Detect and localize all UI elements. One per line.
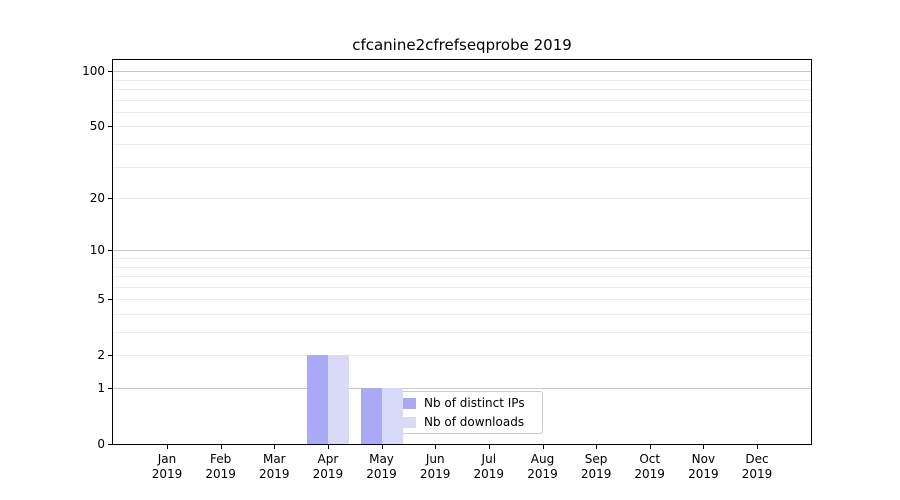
minor-gridline	[113, 299, 811, 301]
x-tick-year-label: 2019	[205, 467, 236, 481]
x-tick-year-label: 2019	[527, 467, 558, 481]
plot-area: Nb of distinct IPs Nb of downloads	[112, 59, 812, 445]
x-tick-month-label: Jul	[481, 452, 497, 466]
major-gridline	[113, 71, 811, 73]
y-tick-mark	[108, 355, 113, 357]
minor-gridline	[113, 198, 811, 200]
minor-gridline	[113, 144, 811, 145]
minor-gridline	[113, 79, 811, 81]
x-tick-month-label: Apr	[317, 452, 339, 466]
x-tick-year-label: 2019	[312, 467, 344, 481]
y-tick-label: 1	[97, 381, 105, 395]
bar-distinct-ips-apr	[306, 355, 328, 444]
x-tick-month-label: Sep	[584, 452, 608, 466]
y-tick-mark	[108, 388, 113, 389]
legend-item-label: Nb of downloads	[424, 415, 525, 429]
x-tick-mark	[274, 445, 276, 449]
y-tick-mark	[108, 198, 113, 200]
x-tick-label: Mar 2019	[242, 452, 306, 482]
x-tick-year-label: 2019	[580, 467, 612, 481]
x-tick-label: Jan 2019	[135, 452, 199, 482]
x-tick-month-label: May	[369, 452, 394, 466]
x-tick-month-label: Feb	[209, 452, 232, 466]
x-tick-label: Aug 2019	[511, 452, 575, 482]
x-tick-label: Sep 2019	[564, 452, 628, 482]
legend-item: Nb of downloads	[389, 415, 534, 429]
x-tick-label: Oct 2019	[618, 452, 682, 482]
y-tick-mark	[108, 299, 113, 301]
bar-downloads-apr	[327, 355, 349, 444]
bar-distinct-ips-may	[360, 388, 382, 444]
y-tick-mark	[108, 444, 113, 445]
minor-gridline	[113, 126, 811, 128]
minor-gridline	[113, 332, 811, 333]
x-tick-mark	[649, 445, 651, 449]
major-gridline	[113, 388, 811, 389]
y-tick-label: 100	[82, 64, 105, 79]
y-tick-label: 50	[89, 119, 105, 134]
x-tick-label: Jul 2019	[457, 452, 521, 482]
x-tick-label: Jun 2019	[403, 452, 467, 482]
x-tick-mark	[703, 445, 705, 449]
minor-gridline	[113, 314, 811, 315]
bar-layer	[113, 60, 811, 444]
y-tick-mark	[108, 71, 113, 73]
x-tick-mark	[327, 445, 329, 449]
x-tick-year-label: 2019	[366, 467, 397, 481]
x-tick-year-label: 2019	[259, 467, 290, 481]
legend-item: Nb of distinct IPs	[389, 396, 534, 410]
x-tick-month-label: Jun	[425, 452, 445, 466]
y-tick-label: 0	[97, 437, 105, 451]
x-tick-mark	[757, 445, 758, 449]
x-tick-year-label: 2019	[419, 467, 451, 481]
y-tick-mark	[108, 250, 113, 252]
x-tick-year-label: 2019	[151, 467, 183, 481]
legend-swatch	[389, 397, 416, 409]
x-tick-label: May 2019	[350, 452, 414, 482]
x-tick-month-label: Mar	[262, 452, 286, 466]
y-tick-mark	[108, 126, 113, 128]
y-tick-label: 5	[97, 292, 105, 307]
x-tick-year-label: 2019	[473, 467, 505, 481]
minor-gridline	[113, 166, 811, 168]
major-gridline	[113, 250, 811, 252]
x-tick-label: Dec 2019	[725, 452, 789, 482]
y-tick-label: 2	[97, 348, 105, 363]
x-tick-month-label: Nov	[691, 452, 716, 466]
x-tick-label: Nov 2019	[671, 452, 735, 482]
x-tick-mark	[488, 445, 490, 449]
minor-gridline	[113, 276, 811, 277]
minor-gridline	[113, 258, 811, 259]
legend-swatch	[389, 416, 416, 428]
x-tick-month-label: Oct	[639, 452, 661, 466]
minor-gridline	[113, 355, 811, 357]
minor-gridline	[113, 99, 811, 101]
x-tick-label: Feb 2019	[189, 452, 253, 482]
y-tick-label: 10	[89, 243, 105, 258]
x-tick-year-label: 2019	[634, 467, 665, 481]
legend-item-label: Nb of distinct IPs	[424, 396, 525, 410]
y-tick-label: 20	[89, 191, 105, 206]
minor-gridline	[113, 89, 811, 90]
legend: Nb of distinct IPs Nb of downloads	[380, 391, 543, 434]
x-tick-year-label: 2019	[741, 467, 773, 481]
x-tick-label: Apr 2019	[296, 452, 360, 482]
x-tick-mark	[381, 445, 383, 449]
x-tick-month-label: Aug	[530, 452, 555, 466]
x-tick-mark	[542, 445, 544, 449]
x-tick-year-label: 2019	[688, 467, 719, 481]
minor-gridline	[113, 286, 811, 288]
minor-gridline	[113, 266, 811, 268]
x-tick-month-label: Dec	[745, 452, 769, 466]
x-tick-mark	[220, 445, 222, 449]
x-tick-mark	[596, 445, 598, 449]
chart-title: cfcanine2cfrefseqprobe 2019	[352, 36, 572, 54]
x-tick-month-label: Jan	[157, 452, 177, 466]
x-tick-mark	[167, 445, 168, 449]
minor-gridline	[113, 111, 811, 113]
x-tick-mark	[435, 445, 437, 449]
